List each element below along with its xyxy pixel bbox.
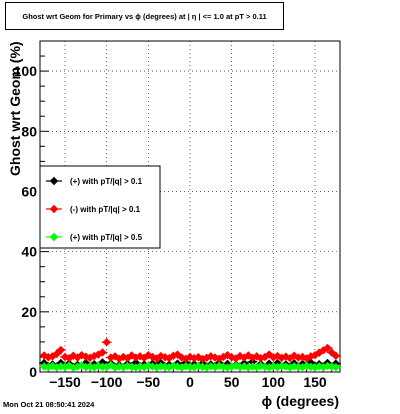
data-point [44,353,53,362]
data-point [235,351,245,361]
x-axis-title: ϕ (degrees) [262,393,339,409]
legend-marker [49,204,59,214]
data-point [331,362,341,372]
y-tick-label: 40 [21,244,37,260]
legend-marker [49,232,59,242]
data-point [198,354,207,364]
data-point [56,345,66,355]
data-point [77,350,86,360]
data-point [331,351,341,360]
data-point [44,362,53,372]
legend-marker [49,176,59,186]
x-tick-label: 150 [303,374,327,390]
data-point [323,343,332,353]
series-3 [39,360,341,372]
data-point [114,354,124,363]
x-tick-label: −150 [49,374,81,390]
y-axis-title: Ghost wrt Geom (%) [7,41,23,176]
data-point [173,350,182,359]
data-point [223,350,232,360]
x-tick-label: 50 [224,374,240,390]
y-tick-label: 0 [29,364,37,380]
data-point [56,362,66,371]
legend-label: (+) with pT/|q| > 0.5 [70,233,143,242]
legend-label: (+) with pT/|q| > 0.1 [70,177,143,186]
data-points [39,338,341,372]
y-tick-label: 80 [21,123,37,139]
chart-title: Ghost wrt Geom for Primary vs ϕ (degrees… [22,11,267,21]
data-point [102,362,111,372]
data-point [210,353,220,362]
y-tick-label: 20 [21,304,37,320]
x-axis: −150 −100 −50 0 50 100 150 [47,363,333,390]
legend-box [39,165,161,249]
title-box: Ghost wrt Geom for Primary vs ϕ (degrees… [5,2,284,30]
data-point [235,362,245,372]
legend-label: (-) with pT/|q| > 0.1 [70,205,141,214]
data-point [89,351,99,361]
data-point [64,361,74,370]
y-tick-label: 100 [14,63,38,79]
x-tick-label: −100 [91,374,123,390]
legend: (+) with pT/|q| > 0.1 (-) with pT/|q| > 0… [39,165,161,249]
timestamp: Mon Oct 21 08:50:41 2024 [3,400,95,409]
data-point [98,348,107,357]
data-point [210,362,220,372]
data-point [123,361,132,371]
x-tick-label: 100 [262,374,286,390]
y-tick-label: 60 [21,183,37,199]
series-2 [39,338,341,364]
x-tick-label: 0 [186,374,194,390]
data-point [102,338,111,347]
x-tick-label: −50 [136,374,160,390]
data-point [135,362,145,371]
data-point [135,352,145,361]
